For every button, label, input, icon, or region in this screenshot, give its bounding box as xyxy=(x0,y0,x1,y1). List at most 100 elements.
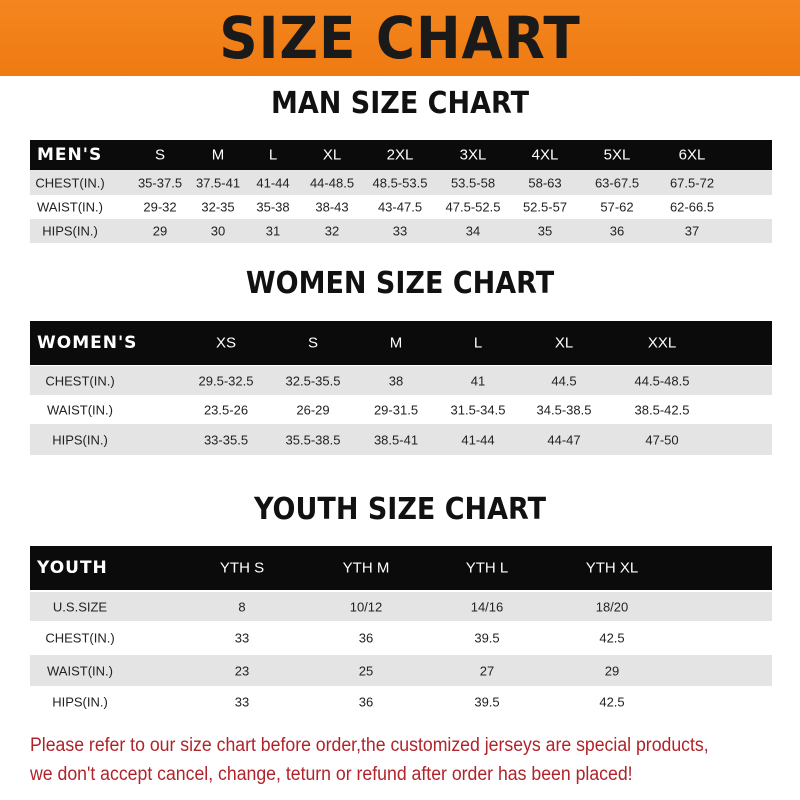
measure-cell: 33 xyxy=(234,694,250,710)
size-header: XS xyxy=(215,334,237,352)
measure-cell: 23.5-26 xyxy=(203,402,249,417)
size-header: L xyxy=(268,146,278,164)
size-header: YTH M xyxy=(342,559,390,577)
measure-cell: 38.5-42.5 xyxy=(634,402,690,417)
row-label: HIPS(IN.) xyxy=(52,432,108,447)
youth-title: YOUTH SIZE CHART xyxy=(253,492,547,527)
measure-cell: 35-37.5 xyxy=(137,175,183,190)
size-header: M xyxy=(211,146,225,164)
measure-cell: 44-47 xyxy=(547,432,581,447)
banner-title: SIZE CHART xyxy=(219,4,581,72)
size-header: 6XL xyxy=(678,146,706,164)
measure-cell: 41-44 xyxy=(461,432,495,447)
measure-cell: 35 xyxy=(537,223,553,239)
measure-cell: 32.5-35.5 xyxy=(285,373,341,388)
table-row: CHEST(IN.) 35-37.5 37.5-41 41-44 44-48.5 48.5… xyxy=(30,170,772,195)
measure-cell: 34.5-38.5 xyxy=(536,402,592,417)
measure-cell: 62-66.5 xyxy=(669,199,715,215)
measure-cell: 18/20 xyxy=(595,599,629,614)
measure-cell: 25 xyxy=(358,663,374,678)
table-title-cell: MEN'S xyxy=(37,145,103,165)
table-row: HIPS(IN.) 33-35.5 35.5-38.5 38.5-41 41-44 44-… xyxy=(30,424,772,455)
measure-cell: 37.5-41 xyxy=(195,175,241,190)
notice-line-1: Please refer to our size chart before or… xyxy=(30,735,709,756)
measure-cell: 10/12 xyxy=(349,599,383,614)
size-header: XL xyxy=(554,334,574,352)
measure-cell: 44-48.5 xyxy=(309,175,355,190)
table-row: HIPS(IN.) 33 36 39.5 42.5 xyxy=(30,686,772,718)
size-header: M xyxy=(389,334,403,352)
row-label: HIPS(IN.) xyxy=(42,223,98,239)
size-header: 3XL xyxy=(459,146,487,164)
table-title-cell: WOMEN'S xyxy=(37,333,138,353)
row-label: CHEST(IN.) xyxy=(45,373,115,388)
size-header: L xyxy=(473,334,483,352)
measure-cell: 35.5-38.5 xyxy=(285,432,341,447)
row-label: CHEST(IN.) xyxy=(45,630,115,646)
measure-cell: 33-35.5 xyxy=(203,432,249,447)
measure-cell: 67.5-72 xyxy=(669,175,715,190)
measure-cell: 33 xyxy=(392,223,408,239)
measure-cell: 44.5-48.5 xyxy=(634,373,690,388)
measure-cell: 38 xyxy=(388,373,404,388)
row-label: WAIST(IN.) xyxy=(47,663,113,678)
measure-cell: 37 xyxy=(684,223,700,239)
measure-cell: 39.5 xyxy=(474,630,500,646)
measure-cell: 36 xyxy=(609,223,625,239)
measure-cell: 29 xyxy=(152,223,168,239)
measure-cell: 47.5-52.5 xyxy=(445,199,501,215)
table-title-cell: YOUTH xyxy=(37,558,108,578)
size-header: YTH S xyxy=(219,559,265,577)
table-row: CHEST(IN.) 29.5-32.5 32.5-35.5 38 41 44.5 44.5… xyxy=(30,366,772,395)
size-header: 5XL xyxy=(603,146,631,164)
measure-cell: 8 xyxy=(238,599,246,614)
measure-cell: 41-44 xyxy=(256,175,290,190)
measure-cell: 29.5-32.5 xyxy=(198,373,254,388)
measure-cell: 41 xyxy=(470,373,486,388)
measure-cell: 57-62 xyxy=(600,199,634,215)
size-header: 2XL xyxy=(386,146,414,164)
banner: SIZE CHART xyxy=(0,0,800,76)
header-row: MEN'S S M L XL 2XL 3XL 4XL 5XL 6XL xyxy=(30,140,772,170)
measure-cell: 38-43 xyxy=(315,199,349,215)
measure-cell: 43-47.5 xyxy=(377,199,423,215)
size-header: XL xyxy=(322,146,342,164)
row-label: WAIST(IN.) xyxy=(47,402,113,417)
measure-cell: 33 xyxy=(234,630,250,646)
size-header: S xyxy=(307,334,319,352)
measure-cell: 14/16 xyxy=(470,599,504,614)
table-row: CHEST(IN.) 33 36 39.5 42.5 xyxy=(30,621,772,655)
notice-line-2: we don't accept cancel, change, teturn o… xyxy=(30,764,633,785)
measure-cell: 48.5-53.5 xyxy=(372,175,428,190)
measure-cell: 26-29 xyxy=(296,402,330,417)
measure-cell: 38.5-41 xyxy=(373,432,419,447)
size-header: 4XL xyxy=(531,146,559,164)
measure-cell: 63-67.5 xyxy=(594,175,640,190)
measure-cell: 36 xyxy=(358,630,374,646)
measure-cell: 52.5-57 xyxy=(522,199,568,215)
measure-cell: 35-38 xyxy=(256,199,290,215)
measure-cell: 23 xyxy=(234,663,250,678)
table-row: HIPS(IN.) 29 30 31 32 33 34 35 36 37 xyxy=(30,219,772,243)
table-row: WAIST(IN.) 23 25 27 29 xyxy=(30,655,772,686)
table-row: WAIST(IN.) 29-32 32-35 35-38 38-43 43-47.5 47.… xyxy=(30,195,772,219)
table-row: WAIST(IN.) 23.5-26 26-29 29-31.5 31.5-34.5 34… xyxy=(30,395,772,424)
measure-cell: 32 xyxy=(324,223,340,239)
measure-cell: 42.5 xyxy=(599,630,625,646)
row-label: HIPS(IN.) xyxy=(52,694,108,710)
header-row: YOUTH YTH S YTH M YTH L YTH XL xyxy=(30,546,772,590)
measure-cell: 32-35 xyxy=(201,199,235,215)
header-row: WOMEN'S XS S M L XL XXL xyxy=(30,321,772,365)
size-header: YTH XL xyxy=(585,559,639,577)
men-title: MAN SIZE CHART xyxy=(271,86,529,121)
measure-cell: 27 xyxy=(479,663,495,678)
measure-cell: 42.5 xyxy=(599,694,625,710)
measure-cell: 30 xyxy=(210,223,226,239)
row-label: U.S.SIZE xyxy=(52,599,108,614)
measure-cell: 29-32 xyxy=(143,199,177,215)
size-header: S xyxy=(154,146,166,164)
women-title: WOMEN SIZE CHART xyxy=(245,266,555,301)
size-header: XXL xyxy=(647,334,677,352)
measure-cell: 53.5-58 xyxy=(450,175,496,190)
measure-cell: 44.5 xyxy=(551,373,577,388)
